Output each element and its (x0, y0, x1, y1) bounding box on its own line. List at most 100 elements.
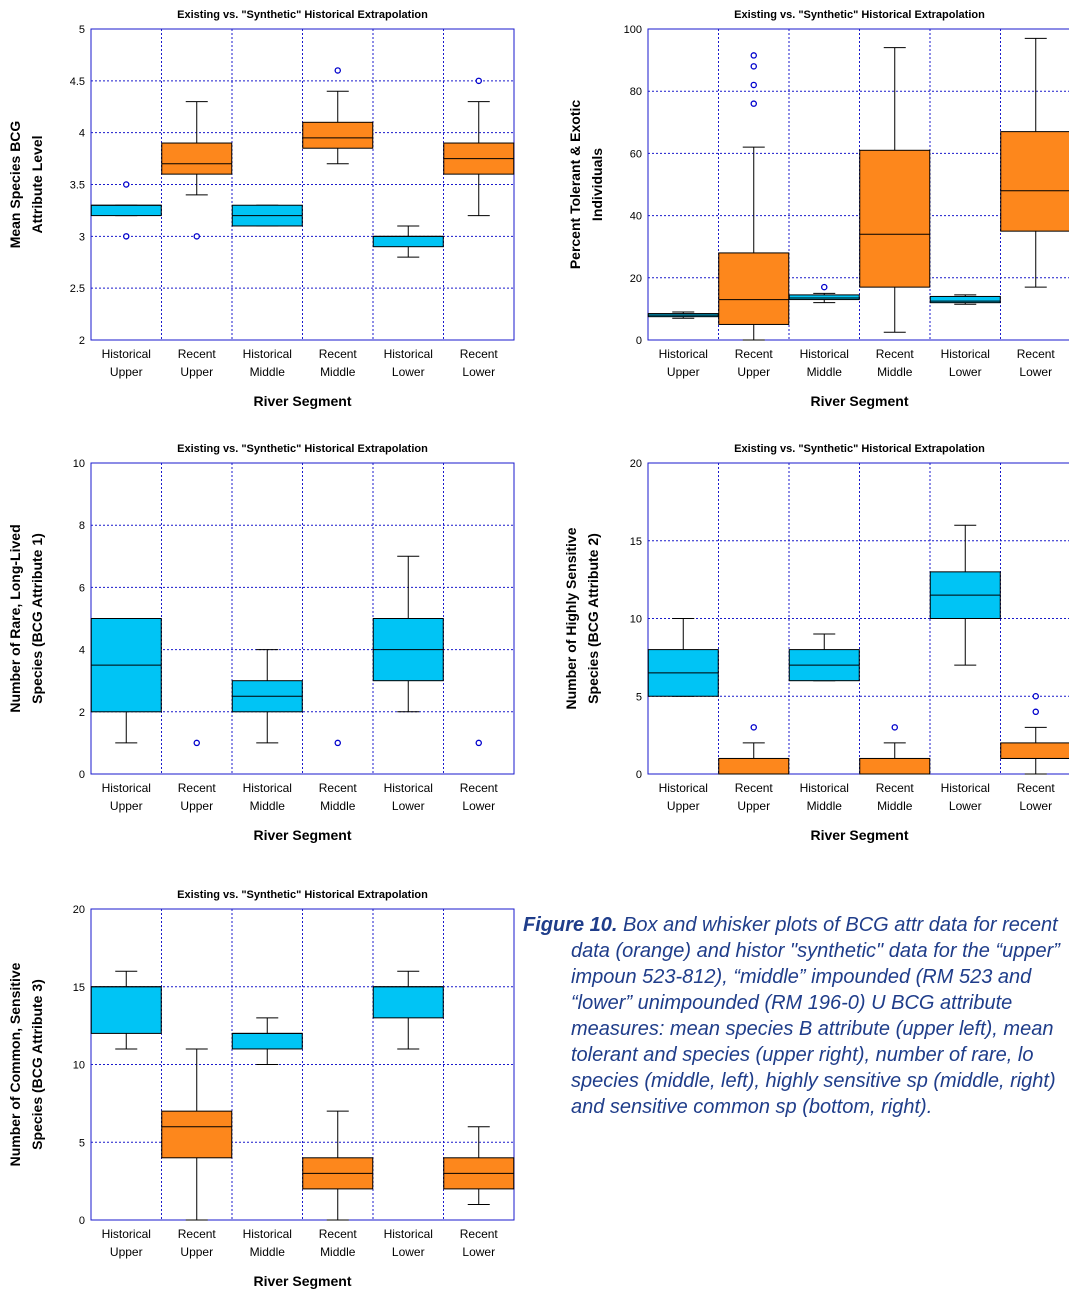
chart-title: Existing vs. "Synthetic" Historical Extr… (177, 889, 428, 901)
y-tick-label: 5 (79, 24, 85, 36)
y-tick-label: 10 (73, 1060, 85, 1072)
x-tick-label: Lower (462, 1245, 495, 1259)
x-tick-label: Lower (392, 365, 425, 379)
y-axis-label: Species (BCG Attribute 2) (585, 533, 601, 704)
x-tick-label: Recent (178, 1227, 217, 1241)
chart-title: Existing vs. "Synthetic" Historical Extr… (734, 9, 985, 21)
x-tick-label: Upper (110, 365, 143, 379)
x-tick-label: Middle (250, 799, 286, 813)
x-tick-label: Middle (877, 799, 913, 813)
x-tick-label: Middle (320, 1245, 356, 1259)
outlier-point (750, 52, 758, 59)
x-tick-label: Historical (384, 1227, 433, 1241)
y-axis-label: Number of Common, Sensitive (7, 962, 23, 1166)
box-iqr (929, 295, 1001, 304)
x-tick-label: Historical (102, 781, 151, 795)
box-iqr (231, 1032, 303, 1050)
x-tick-label: Historical (659, 347, 708, 361)
y-tick-label: 20 (73, 904, 85, 916)
y-axis-label: Species (BCG Attribute 3) (29, 979, 45, 1150)
y-tick-label: 6 (79, 582, 85, 594)
x-tick-label: Recent (876, 781, 915, 795)
box-chart-2: Existing vs. "Synthetic" Historical Extr… (567, 9, 1069, 409)
y-axis-label: Number of Highly Sensitive (563, 527, 579, 709)
box-iqr (859, 149, 931, 288)
x-tick-label: Middle (250, 365, 286, 379)
x-tick-label: Middle (250, 1245, 286, 1259)
y-axis-label: Number of Rare, Long-Lived (7, 524, 23, 712)
outlier-point (334, 739, 341, 747)
x-tick-label: Historical (941, 781, 990, 795)
box-iqr (302, 121, 374, 149)
chart-title: Existing vs. "Synthetic" Historical Extr… (177, 9, 428, 21)
outlier-point (750, 100, 758, 107)
x-axis-label: River Segment (253, 1273, 351, 1289)
outlier-point (1032, 693, 1040, 700)
box-iqr (859, 757, 931, 775)
chart-title: Existing vs. "Synthetic" Historical Extr… (734, 443, 985, 455)
box-iqr (1000, 742, 1069, 759)
y-tick-label: 0 (79, 769, 85, 781)
x-tick-label: Historical (243, 1227, 292, 1241)
outlier-point (750, 724, 758, 731)
x-tick-label: Historical (800, 781, 849, 795)
y-tick-label: 10 (73, 458, 85, 470)
outlier-point (750, 63, 758, 70)
x-tick-label: Upper (110, 799, 143, 813)
y-axis-label: Percent Tolerant & Exotic (567, 100, 583, 270)
x-tick-label: Recent (319, 1227, 358, 1241)
y-tick-label: 20 (630, 458, 642, 470)
chart-title: Existing vs. "Synthetic" Historical Extr… (177, 443, 428, 455)
x-tick-label: Historical (243, 781, 292, 795)
plot-frame (647, 28, 1069, 341)
caption-label: Figure 10. (523, 914, 618, 936)
y-tick-label: 15 (73, 982, 85, 994)
y-tick-label: 3.5 (70, 180, 85, 192)
y-axis-label: Individuals (589, 148, 605, 221)
y-tick-label: 3 (79, 231, 85, 243)
x-axis-label: River Segment (810, 393, 908, 409)
y-tick-label: 8 (79, 520, 85, 532)
x-tick-label: Recent (460, 347, 499, 361)
outlier-point (123, 181, 130, 188)
x-tick-label: Upper (180, 1245, 213, 1259)
box-chart-5: Existing vs. "Synthetic" Historical Extr… (7, 889, 515, 1289)
x-tick-label: Upper (180, 365, 213, 379)
y-tick-label: 60 (630, 148, 642, 160)
outlier-point (821, 283, 828, 291)
x-tick-label: Historical (102, 347, 151, 361)
box-iqr (90, 204, 162, 217)
x-tick-label: Upper (180, 799, 213, 813)
box-chart-3: Existing vs. "Synthetic" Historical Extr… (7, 443, 515, 843)
x-tick-label: Lower (462, 799, 495, 813)
y-tick-label: 0 (79, 1215, 85, 1227)
x-tick-label: Lower (392, 1245, 425, 1259)
x-tick-label: Lower (1019, 799, 1052, 813)
x-tick-label: Historical (243, 347, 292, 361)
y-tick-label: 0 (636, 335, 642, 347)
x-tick-label: Lower (949, 799, 982, 813)
box-chart-1: Existing vs. "Synthetic" Historical Extr… (7, 9, 515, 409)
x-tick-label: Lower (1019, 365, 1052, 379)
x-tick-label: Upper (737, 799, 770, 813)
outlier-point (475, 739, 482, 747)
box-iqr (90, 986, 162, 1034)
box-iqr (161, 142, 233, 175)
x-tick-label: Historical (800, 347, 849, 361)
outlier-point (891, 724, 899, 731)
x-tick-label: Recent (735, 781, 774, 795)
outlier-point (193, 233, 200, 240)
x-tick-label: Recent (319, 781, 358, 795)
x-tick-label: Historical (384, 781, 433, 795)
outlier-point (123, 233, 130, 240)
outlier-point (750, 81, 758, 89)
x-tick-label: Middle (320, 799, 356, 813)
y-tick-label: 40 (630, 211, 642, 223)
y-axis-label: Species (BCG Attribute 1) (29, 533, 45, 704)
box-chart-4: Existing vs. "Synthetic" Historical Extr… (563, 443, 1069, 843)
x-axis-label: River Segment (253, 393, 351, 409)
y-tick-label: 20 (630, 273, 642, 285)
y-tick-label: 4 (79, 645, 85, 657)
outlier-point (475, 77, 482, 85)
